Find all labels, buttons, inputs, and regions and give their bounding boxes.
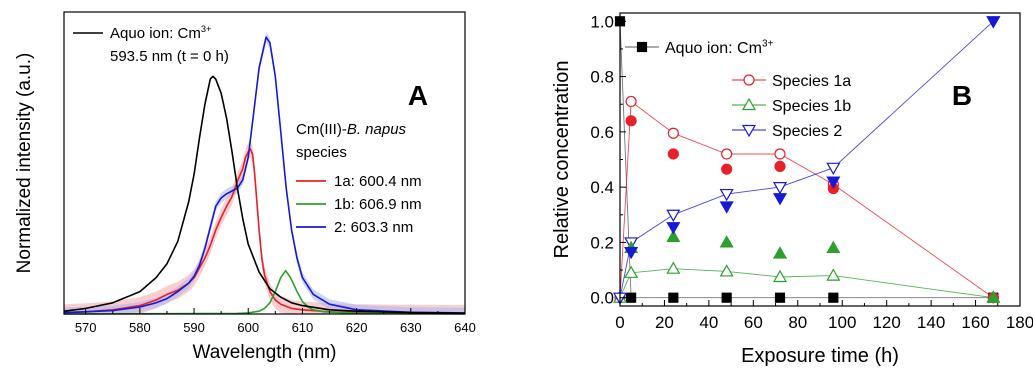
panel-a: 570 580 590 600 610 620 630 640 Wavelength (nm) N…	[14, 11, 476, 363]
line-2-603-3-nm	[63, 36, 466, 314]
connector-2ca02c	[631, 237, 993, 298]
x-tick-label-b: 100	[828, 313, 856, 332]
legend-aquo-wavelength: 593.5 nm (t = 0 h)	[110, 48, 229, 65]
point-triangle-up-filled	[719, 235, 734, 248]
legend-group-subtitle: species	[296, 144, 347, 161]
x-tick-label-a: 610	[292, 320, 314, 335]
legend-aquo-label: Aquo ion: Cm3+	[110, 24, 212, 42]
point-species-2	[826, 162, 841, 176]
x-tick-label-b: 180	[1006, 313, 1033, 332]
point-species-1a	[721, 148, 733, 160]
legend-label-species-1a: Species 1a	[772, 73, 851, 90]
point-species-1b	[624, 265, 639, 278]
legend-marker-species-1a	[743, 74, 755, 86]
legend-marker-species-1b	[741, 97, 757, 111]
y-tick-label-b: 0.6	[590, 123, 614, 142]
x-axis-title-a: Wavelength (nm)	[193, 342, 337, 363]
y-tick-label-b: 1.0	[590, 12, 614, 31]
point-species-1a	[667, 127, 679, 139]
legend-label-1a-600-4-nm: 1a: 600.4 nm	[334, 173, 422, 190]
point-circle-filled	[774, 160, 786, 173]
y-tick-label-b: 0.4	[590, 178, 614, 197]
legend-group-title: Cm(III)-B. napus	[296, 121, 407, 138]
legend-label-1b-606-9-nm: 1b: 606.9 nm	[334, 196, 422, 213]
panel-label-a: A	[408, 80, 428, 111]
point-triangle-down-filled	[719, 201, 734, 214]
point-species-1b	[666, 261, 681, 274]
point-circle-filled	[667, 148, 679, 160]
legend-label-aquo-ion-cm: Aquo ion: Cm3+	[665, 39, 773, 57]
point-triangle-down-filled	[826, 176, 841, 189]
point-triangle-down-filled	[772, 193, 788, 206]
y-axis-title-b: Relative concentration	[551, 61, 573, 259]
point-triangle-up-filled	[772, 246, 788, 259]
point-species-1b	[719, 264, 734, 277]
x-tick-label-a: 600	[237, 320, 259, 335]
line-aquo-ion-cm3-593-5-nm-t-0-h	[63, 75, 466, 314]
legend-label-species-1b: Species 1b	[772, 98, 851, 115]
x-axis-title-b: Exposure time (h)	[741, 345, 899, 367]
point-species-1b	[772, 269, 788, 283]
point-triangle-up-filled	[826, 240, 841, 254]
y-axis-title-a: Normalized intensity (a.u.)	[14, 53, 35, 274]
x-tick-label-b: 80	[788, 313, 807, 332]
x-tick-label-b: 160	[961, 313, 989, 332]
point-species-2	[666, 209, 681, 222]
point-triangle-down-filled	[666, 222, 681, 235]
point-species-1b	[826, 268, 841, 281]
x-tick-label-a: 620	[346, 320, 368, 335]
legend-label-2-603-3-nm: 2: 603.3 nm	[334, 219, 413, 236]
x-tick-label-a: 580	[129, 320, 151, 335]
point-species-1a	[625, 95, 637, 108]
connector-aquo-ion-cm	[619, 21, 994, 299]
panel-b: 0 20 40 60 80 100 120 140 160 180 0.0 0.2 0.4 0.6 0.8 1…	[551, 12, 1033, 367]
y-tick-label-b: 0.8	[590, 68, 614, 87]
point-aquo-ion-cm	[626, 292, 637, 303]
line-1a-600-4-nm	[63, 148, 466, 315]
x-tick-label-b: 0	[615, 313, 624, 332]
point-triangle-down-filled	[986, 16, 1001, 29]
point-species-2	[772, 182, 788, 195]
point-species-2	[719, 188, 734, 202]
point-triangle-up-filled	[986, 290, 1001, 303]
point-triangle-up-filled	[666, 229, 681, 242]
y-tick-label-b: 0.2	[590, 233, 614, 252]
point-species-1a	[774, 148, 786, 160]
x-tick-label-b: 120	[872, 313, 900, 332]
x-tick-label-b: 140	[917, 313, 945, 332]
point-triangle-down-filled	[624, 246, 639, 260]
legend-marker-aquo-ion-cm	[636, 41, 648, 53]
line-1b-606-9-nm	[63, 269, 466, 315]
y-tick-label-b: 0.0	[590, 289, 614, 308]
point-aquo-ion-cm	[828, 292, 839, 303]
connector-e8202a	[631, 121, 993, 298]
panel-label-b: B	[952, 80, 972, 111]
legend-marker-species-2	[741, 124, 757, 138]
point-circle-filled	[721, 163, 733, 175]
point-aquo-ion-cm	[774, 292, 786, 303]
connector-species-2	[619, 20, 994, 298]
legend-label-species-2: Species 2	[772, 123, 842, 140]
x-tick-label-a: 590	[183, 320, 205, 335]
x-tick-label-b: 20	[655, 313, 674, 332]
x-tick-label-a: 630	[400, 320, 422, 335]
x-tick-label-b: 60	[744, 313, 763, 332]
point-aquo-ion-cm	[668, 292, 679, 303]
point-aquo-ion-cm	[721, 292, 732, 303]
x-tick-label-a: 640	[454, 320, 476, 335]
plot-frame-a	[63, 11, 466, 315]
point-circle-filled	[625, 115, 637, 127]
x-tick-label-b: 40	[699, 313, 718, 332]
x-tick-label-a: 570	[75, 320, 97, 335]
